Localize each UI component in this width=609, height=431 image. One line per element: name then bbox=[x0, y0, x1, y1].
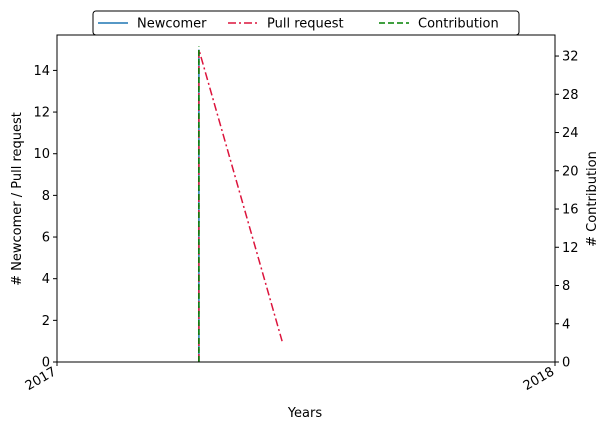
y-right-tick-label: 24 bbox=[562, 126, 579, 141]
y-right-tick-label: 8 bbox=[562, 279, 570, 294]
y-axis-left-label: # Newcomer / Pull request bbox=[10, 112, 25, 286]
x-axis-label: Years bbox=[287, 406, 323, 421]
y-right-tick-label: 4 bbox=[562, 317, 570, 332]
legend-label-pull-request: Pull request bbox=[267, 17, 344, 32]
y-right-tick-label: 0 bbox=[562, 356, 570, 371]
y-left-tick-label: 4 bbox=[42, 272, 50, 287]
x-tick-label: 2018 bbox=[521, 364, 557, 394]
plot-frame bbox=[56, 34, 556, 363]
series-layer bbox=[198, 46, 283, 362]
y-left-tick-label: 2 bbox=[42, 314, 50, 329]
legend-label-newcomer: Newcomer bbox=[137, 17, 207, 32]
y-right-tick-label: 32 bbox=[562, 50, 579, 65]
y-axis-right-label: # Contribution bbox=[585, 151, 600, 247]
y-left-tick-label: 12 bbox=[33, 106, 50, 121]
y-left-tick-label: 0 bbox=[42, 356, 50, 371]
legend-box bbox=[92, 10, 520, 36]
y-left-tick-label: 8 bbox=[42, 189, 50, 204]
y-left-tick-label: 10 bbox=[33, 147, 50, 162]
legend-label-contribution: Contribution bbox=[418, 17, 499, 32]
y-left-tick-label: 6 bbox=[42, 231, 50, 246]
y-right-tick-label: 12 bbox=[562, 241, 579, 256]
legend: Newcomer Pull request Contribution bbox=[92, 10, 520, 36]
y-right-tick-label: 16 bbox=[562, 203, 579, 218]
y-right-tick-label: 20 bbox=[562, 164, 579, 179]
series-line-pull-request bbox=[198, 49, 283, 362]
y-left-tick-label: 14 bbox=[33, 64, 50, 79]
y-right-tick-label: 28 bbox=[562, 88, 579, 103]
